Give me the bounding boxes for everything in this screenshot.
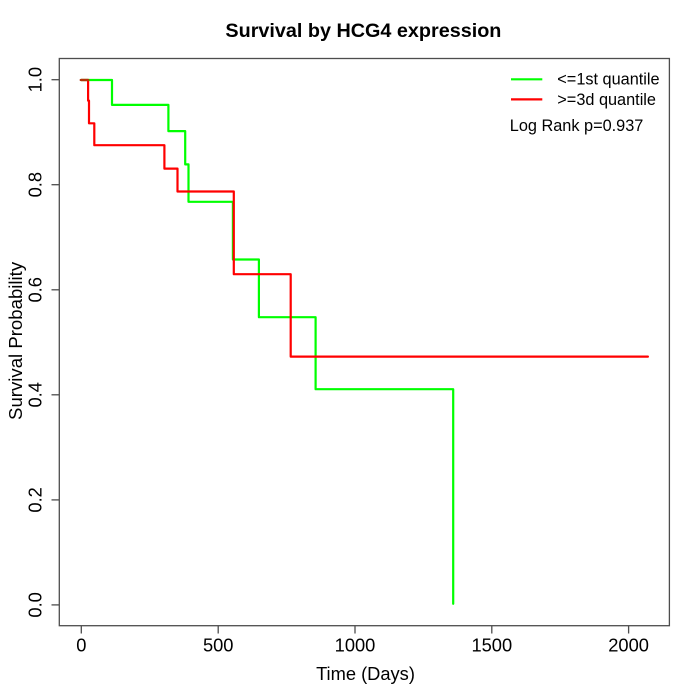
svg-text:0.0: 0.0 xyxy=(24,592,45,617)
svg-text:1000: 1000 xyxy=(335,634,376,655)
svg-text:1500: 1500 xyxy=(471,634,512,655)
svg-text:Time (Days): Time (Days) xyxy=(316,663,415,684)
svg-text:2000: 2000 xyxy=(608,634,649,655)
svg-text:0.8: 0.8 xyxy=(24,172,45,197)
svg-text:0.4: 0.4 xyxy=(24,382,45,407)
svg-text:500: 500 xyxy=(203,634,234,655)
svg-text:1.0: 1.0 xyxy=(24,67,45,92)
svg-text:0: 0 xyxy=(76,634,86,655)
svg-text:0.6: 0.6 xyxy=(24,277,45,302)
svg-text:Survival Probability: Survival Probability xyxy=(5,261,26,420)
svg-text:Log Rank p=0.937: Log Rank p=0.937 xyxy=(510,117,644,135)
svg-text:>=3d quantile: >=3d quantile xyxy=(557,91,656,109)
svg-text:Survival by HCG4 expression: Survival by HCG4 expression xyxy=(225,20,501,42)
svg-text:<=1st quantile: <=1st quantile xyxy=(557,71,659,89)
svg-text:0.2: 0.2 xyxy=(24,487,45,512)
